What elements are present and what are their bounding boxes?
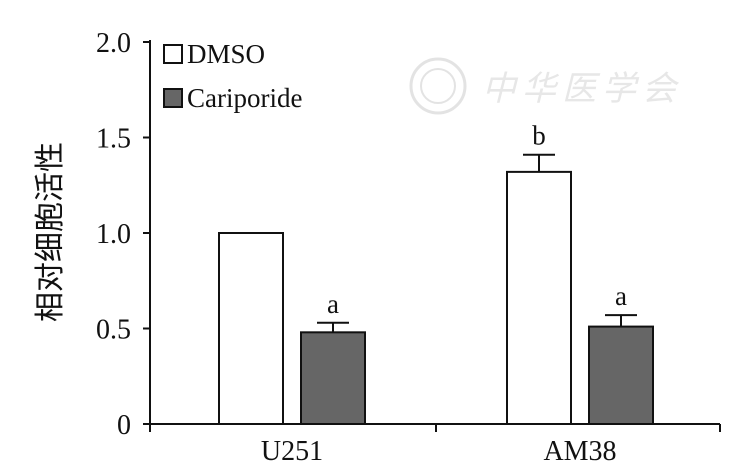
y-tick-label-4: 2.0 xyxy=(96,28,131,59)
watermark-seal-icon xyxy=(409,57,467,115)
legend-label-cariporide: Cariporide xyxy=(187,83,302,113)
watermark-seal-inner-icon xyxy=(420,68,456,104)
y-tick-label-0: 0 xyxy=(117,410,131,441)
bar-cariporide-am38 xyxy=(588,325,654,425)
legend-label-dmso: DMSO xyxy=(187,39,265,69)
x-tick-label-1: AM38 xyxy=(543,436,616,467)
significance-label-dmso-am38: b xyxy=(532,121,546,151)
y-tick-label-1: 0.5 xyxy=(96,315,131,346)
legend: DMSO Cariporide xyxy=(163,39,302,113)
legend-swatch-cariporide xyxy=(163,88,183,108)
watermark-logo: 中华医学会 xyxy=(409,57,682,115)
significance-label-cariporide-am38: a xyxy=(615,281,627,311)
y-tick-label-3: 1.5 xyxy=(96,124,131,155)
legend-swatch-dmso xyxy=(163,44,183,64)
bar-dmso-u251 xyxy=(218,232,284,425)
y-axis-label: 相对细胞活性 xyxy=(33,142,68,322)
bar-cariporide-u251 xyxy=(300,331,366,426)
watermark-text: 中华医学会 xyxy=(482,71,682,108)
bar-dmso-am38 xyxy=(506,170,572,425)
x-axis-ticks: U251 AM38 xyxy=(149,424,721,467)
significance-label-cariporide-u251: a xyxy=(327,289,339,319)
bars-group: b a a xyxy=(218,121,654,426)
y-axis-ticks: 0 0.5 1.0 1.5 2.0 xyxy=(96,28,150,441)
y-tick-label-2: 1.0 xyxy=(96,219,131,250)
x-tick-label-0: U251 xyxy=(261,436,323,467)
